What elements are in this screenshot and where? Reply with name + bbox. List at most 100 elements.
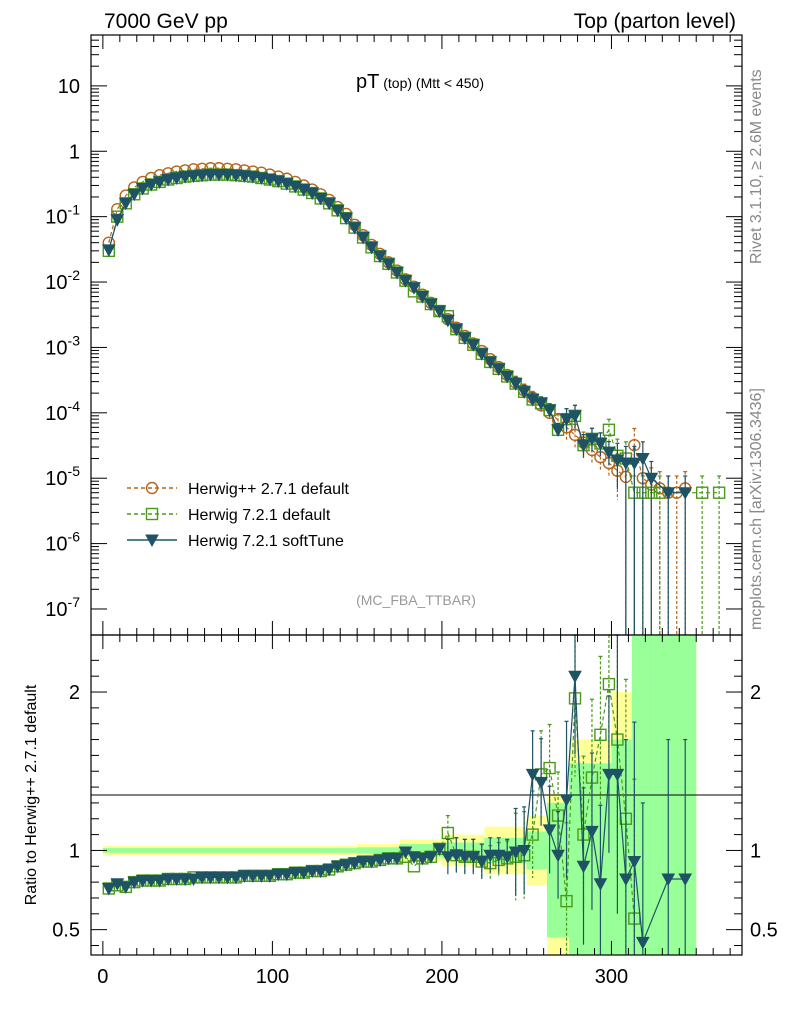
ratio-y-tick-label: 1 xyxy=(69,840,80,862)
ratio-plot-frame xyxy=(90,634,743,956)
ratio-data-point xyxy=(678,873,693,887)
ratio-data-point xyxy=(296,867,311,880)
main-y-tick-label: 10-5 xyxy=(45,463,80,490)
ratio-data-point xyxy=(237,870,252,883)
main-data-point xyxy=(678,487,693,500)
ratio-data-point xyxy=(161,873,175,887)
ratio-data-point xyxy=(543,761,556,775)
legend-marker xyxy=(145,481,159,495)
ratio-data-point xyxy=(594,728,607,742)
plot-title-main: pT xyxy=(356,71,379,93)
ratio-band-segment xyxy=(102,848,358,853)
ratio-data-point xyxy=(118,881,133,894)
ratio-data-point xyxy=(263,870,277,883)
analysis-tag: (MC_FBA_TTBAR) xyxy=(356,592,476,608)
ratio-data-point xyxy=(330,860,345,874)
main-data-point xyxy=(390,266,404,280)
main-data-point xyxy=(161,174,175,187)
ratio-x-tick-label: 200 xyxy=(425,966,458,988)
main-data-point xyxy=(237,170,252,183)
ratio-x-axis: 0 100 200 300 xyxy=(97,635,731,988)
ratio-data-point xyxy=(152,875,167,888)
main-series-layer xyxy=(101,162,726,635)
main-data-point xyxy=(330,204,345,218)
main-data-point xyxy=(593,437,608,451)
ratio-data-point xyxy=(483,849,498,863)
ratio-data-point xyxy=(627,856,642,869)
main-y-tick-label: 1 xyxy=(69,141,80,163)
ratio-data-point xyxy=(271,868,286,882)
legend-marker xyxy=(145,534,159,548)
ratio-y-axis-label: Ratio to Herwig++ 2.7.1 default xyxy=(23,684,40,905)
ratio-band-segment xyxy=(526,831,548,870)
ratio-data-point xyxy=(229,871,243,885)
ratio-data-point xyxy=(500,851,515,864)
main-data-point xyxy=(466,339,481,352)
ratio-data-point xyxy=(441,826,455,840)
main-data-point xyxy=(135,182,150,196)
main-data-point xyxy=(500,370,515,384)
main-data-point xyxy=(559,413,574,427)
main-data-point xyxy=(407,282,421,295)
main-plot-area: 10 1 10-1 10-2 10-3 10-4 10-5 10-6 10-7 xyxy=(45,34,743,636)
main-data-point xyxy=(449,323,464,337)
ratio-data-point xyxy=(560,894,573,908)
main-data-point xyxy=(534,397,548,411)
main-data-point xyxy=(424,298,438,312)
ratio-data-point xyxy=(169,873,184,887)
ratio-data-point xyxy=(288,867,303,880)
ratio-data-point xyxy=(178,873,192,887)
main-data-point xyxy=(441,314,455,328)
main-y-tick-label: 10-6 xyxy=(45,529,80,556)
ratio-x-tick-label: 300 xyxy=(595,966,628,988)
main-data-point xyxy=(517,386,531,399)
ratio-data-point xyxy=(339,859,353,872)
ratio-data-point xyxy=(322,863,337,877)
ratio-data-point xyxy=(474,856,489,869)
ratio-data-point xyxy=(508,846,523,860)
ratio-data-point xyxy=(347,857,362,871)
main-data-point xyxy=(296,184,311,197)
main-y-tick-label: 10-2 xyxy=(45,267,80,294)
main-data-point xyxy=(457,332,472,345)
main-data-point xyxy=(398,275,413,288)
ratio-y-tick-label-right: 2 xyxy=(750,682,761,704)
rivet-version-label: Rivet 3.1.10, ≥ 2.6M events xyxy=(748,69,765,264)
main-series-2 xyxy=(101,169,693,635)
main-y-tick-label: 10-4 xyxy=(45,398,80,425)
ratio-data-point xyxy=(415,852,430,866)
ratio-data-point xyxy=(551,849,565,863)
main-data-point xyxy=(322,197,337,211)
main-data-point xyxy=(356,231,370,245)
ratio-data-point xyxy=(313,865,328,879)
main-data-point xyxy=(169,172,184,186)
ratio-data-point xyxy=(576,860,591,874)
ratio-data-point xyxy=(661,873,676,887)
ratio-series-layer xyxy=(101,634,693,955)
ratio-data-point xyxy=(381,852,396,866)
header-left-label: 7000 GeV pp xyxy=(104,10,228,33)
ratio-data-point xyxy=(305,865,320,879)
main-data-point xyxy=(483,356,498,369)
main-y-tick-label: 10 xyxy=(58,76,80,98)
ratio-data-point xyxy=(525,768,540,782)
ratio-data-point xyxy=(559,794,574,807)
main-data-point xyxy=(373,250,387,264)
ratio-data-point xyxy=(424,851,438,864)
legend-label: Herwig 7.2.1 default xyxy=(188,507,331,524)
ratio-y-tick-label: 0.5 xyxy=(52,920,80,942)
ratio-data-point xyxy=(101,882,116,896)
ratio-data-point xyxy=(135,875,150,888)
main-y-axis: 10 1 10-1 10-2 10-3 10-4 10-5 10-6 10-7 xyxy=(45,34,742,635)
ratio-plot-area: 0.5 0.5 1 1 2 2 0 100 200 300 xyxy=(52,634,778,988)
main-data-point xyxy=(602,423,616,436)
ratio-y-axis: 0.5 0.5 1 1 2 2 xyxy=(52,659,778,946)
main-data-point xyxy=(551,424,565,437)
ratio-data-point xyxy=(220,871,235,885)
main-data-point xyxy=(542,404,557,418)
ratio-band-segment xyxy=(611,739,632,955)
ratio-data-point xyxy=(619,873,633,887)
ratio-y-tick-label-right: 1 xyxy=(750,840,761,862)
ratio-data-point xyxy=(279,868,294,882)
ratio-data-point xyxy=(517,844,531,858)
